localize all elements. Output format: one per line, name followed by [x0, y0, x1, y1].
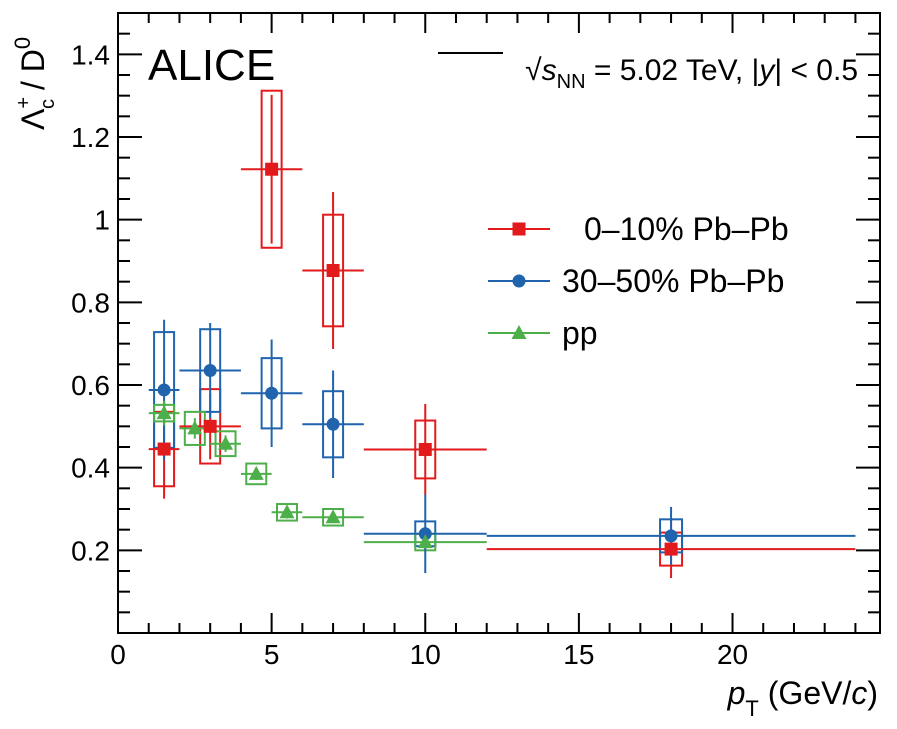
- pbpb-30-50-point-1: [203, 364, 217, 378]
- legend-marker-pbpb-0-10: [512, 222, 526, 236]
- rapidity-cut: | < 0.5: [774, 54, 858, 87]
- energy-sub: NN: [557, 71, 586, 93]
- data-markers: [156, 162, 678, 556]
- x-title-var: p: [727, 675, 746, 711]
- pp-point-4: [279, 504, 295, 519]
- pp-point-6: [417, 534, 433, 549]
- energy-var: s: [542, 54, 557, 87]
- pbpb-0-10-point-5: [664, 542, 678, 556]
- pbpb-0-10-point-1: [203, 419, 217, 433]
- axis-ticks: [117, 13, 880, 633]
- legend-label-pbpb-0-10: 0–10% Pb–Pb: [584, 211, 789, 247]
- legend-label-pp: pp: [562, 315, 598, 351]
- x-tick-label-0: 0: [110, 639, 126, 670]
- rapidity-var: y: [757, 54, 776, 87]
- statistical-error-bars: [148, 94, 856, 579]
- x-tick-label-1: 5: [264, 639, 280, 670]
- y-title-num-sub: c: [37, 99, 59, 109]
- y-tick-label-1: 0.4: [71, 453, 110, 484]
- pp-point-0: [156, 405, 172, 420]
- y-title-num: Λ: [15, 108, 51, 130]
- x-tick-label-4: 20: [717, 639, 748, 670]
- sqrt-sign: √: [525, 54, 542, 87]
- pp-point-1: [187, 420, 203, 435]
- legend: 0–10% Pb–Pb 30–50% Pb–Pb pp: [488, 211, 789, 351]
- systematic-boxes: [153, 89, 684, 567]
- legend-marker-pp: [511, 325, 527, 339]
- tick-labels: 0 5 10 15 20 0.2 0.4 0.6 0.8 1 1.2 1.4: [71, 39, 748, 670]
- y-tick-label-4: 1: [94, 205, 110, 236]
- x-axis-title: pT (GeV/c): [727, 675, 878, 721]
- pbpb-30-50-point-5: [664, 529, 678, 543]
- y-tick-label-3: 0.8: [71, 287, 110, 318]
- pbpb-30-50-point-2: [265, 386, 279, 400]
- y-tick-label-0: 0.2: [71, 535, 110, 566]
- pbpb-30-50-point-4: [418, 527, 432, 541]
- pbpb-30-50-point-3: [326, 417, 340, 431]
- y-tick-label-5: 1.2: [71, 122, 110, 153]
- y-title-sep: /: [15, 72, 51, 99]
- y-title-den-sup: 0: [10, 37, 35, 49]
- y-title-num-sup: +: [13, 97, 35, 109]
- y-title-den: D: [15, 49, 51, 72]
- pbpb-0-10-point-2: [265, 162, 279, 176]
- x-tick-label-2: 10: [410, 639, 441, 670]
- y-tick-label-6: 1.4: [71, 39, 110, 70]
- pbpb-30-50-point-0: [157, 383, 171, 397]
- x-title-unit-var: c: [851, 675, 867, 711]
- pbpb-0-10-point-4: [418, 442, 432, 456]
- pbpb-0-10-point-3: [326, 264, 340, 278]
- y-tick-label-2: 0.6: [71, 370, 110, 401]
- pp-point-3: [248, 465, 264, 480]
- pbpb-0-10-point-0: [157, 442, 171, 456]
- plot-frame: [117, 12, 881, 634]
- pp-point-2: [218, 435, 234, 450]
- legend-label-pbpb-30-50: 30–50% Pb–Pb: [562, 263, 784, 299]
- x-title-unit-open: (GeV/: [759, 675, 852, 711]
- y-axis-title: Λ+ c / D0: [10, 37, 59, 130]
- legend-marker-pbpb-30-50: [512, 274, 526, 288]
- energy-annotation: √sNN = 5.02 TeV, |y| < 0.5: [525, 54, 858, 93]
- x-tick-label-3: 15: [563, 639, 594, 670]
- pp-point-5: [325, 509, 341, 524]
- x-title-unit-close: ): [867, 675, 878, 711]
- energy-value: = 5.02 TeV, |: [586, 54, 760, 87]
- x-title-sub: T: [745, 696, 758, 721]
- experiment-label: ALICE: [148, 41, 275, 90]
